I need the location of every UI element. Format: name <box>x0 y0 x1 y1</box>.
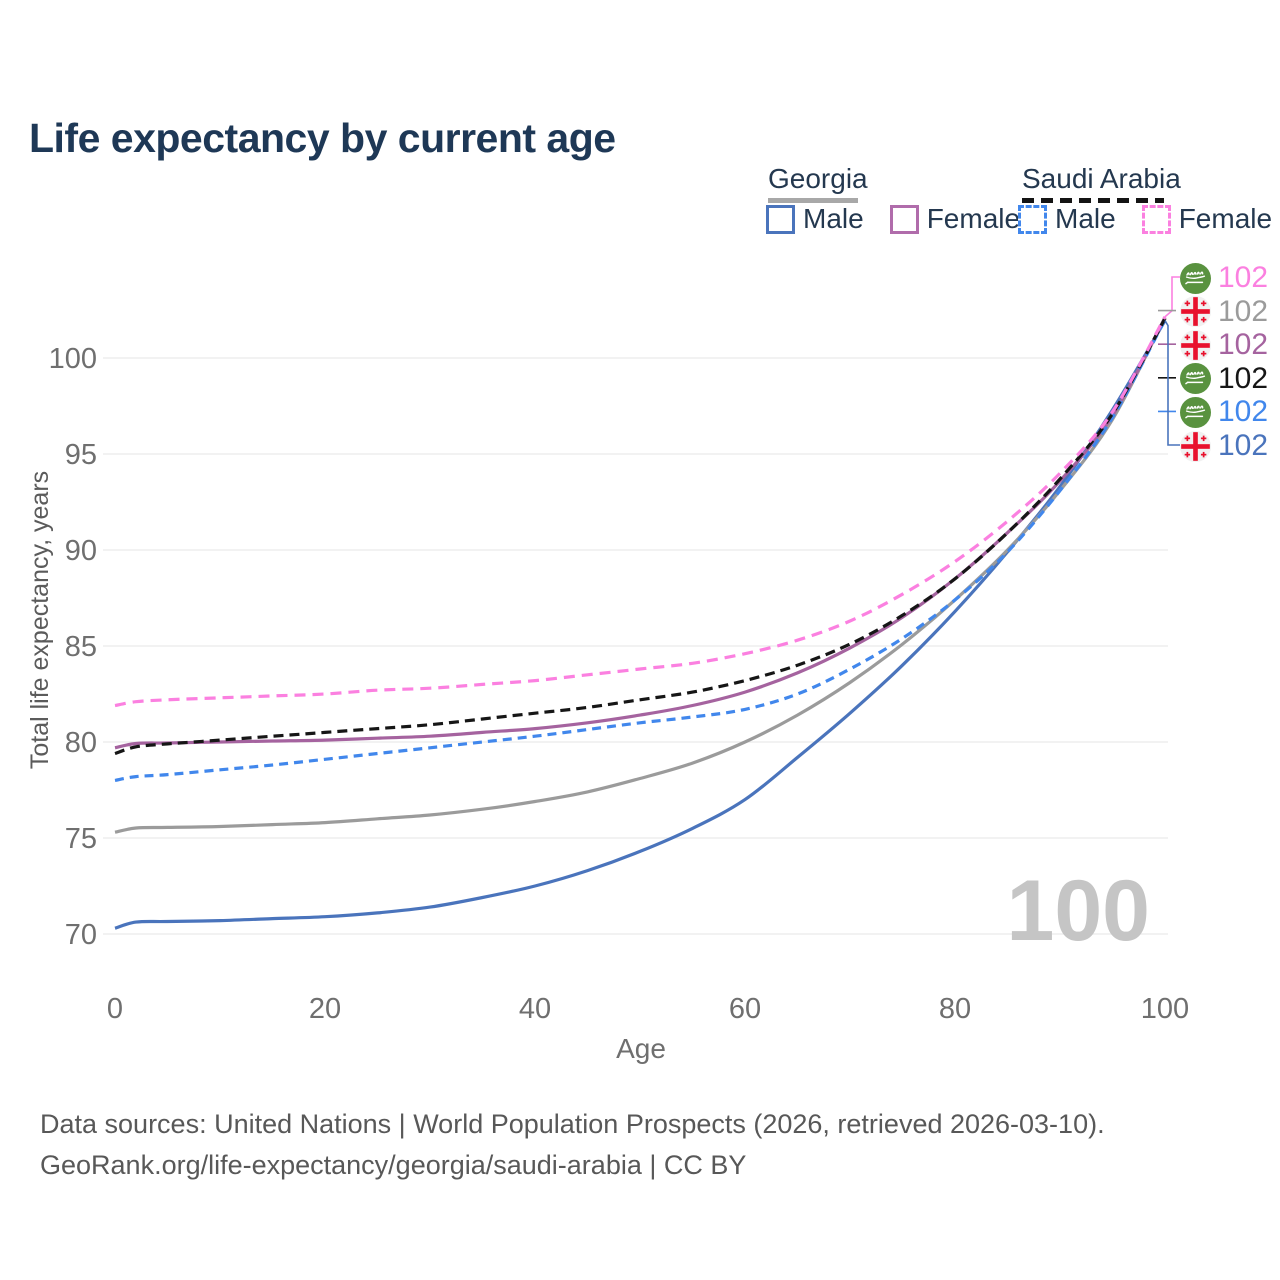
georgia-female-swatch-icon <box>889 204 919 234</box>
end-label-leader-georgia-male <box>1164 320 1180 446</box>
y-tick-label-90: 90 <box>65 535 97 567</box>
source-url-text: GeoRank.org/life-expectancy/georgia/saud… <box>40 1150 747 1180</box>
x-tick-label-80: 80 <box>939 993 971 1025</box>
legend-saudi-linestyle-dashed <box>1022 198 1164 203</box>
x-tick-label-20: 20 <box>309 993 341 1025</box>
series-line-saudi-arabia-female[interactable] <box>114 315 1167 708</box>
x-tick-label-100: 100 <box>1141 993 1189 1025</box>
saudi-female-swatch-icon <box>1141 204 1171 234</box>
y-tick-label-85: 85 <box>65 631 97 663</box>
legend-item-georgia-male[interactable]: Male <box>766 203 864 235</box>
series-line-saudi-arabia-total[interactable] <box>114 317 1167 756</box>
legend-item-georgia-female[interactable]: Female <box>889 203 1021 235</box>
legend-group-saudi-arabia: Saudi Arabia <box>1022 163 1181 203</box>
legend-group-georgia: Georgia <box>768 163 868 203</box>
age-counter-watermark: 100 <box>1006 863 1151 959</box>
legend-label: Male <box>1055 203 1116 234</box>
legend-item-saudi-female[interactable]: Female <box>1141 203 1273 235</box>
data-sources-text: Data sources: United Nations | World Pop… <box>40 1109 1105 1139</box>
legend-label: Female <box>926 203 1021 234</box>
y-tick-label-100: 100 <box>49 343 97 375</box>
x-axis-title: Age <box>616 1033 666 1064</box>
footer: Data sources: United Nations | World Pop… <box>40 1104 1105 1186</box>
series-line-georgia-female[interactable] <box>114 317 1167 750</box>
y-tick-label-70: 70 <box>65 919 97 951</box>
georgia-male-swatch-icon <box>766 204 795 234</box>
legend-label: Male <box>803 203 864 234</box>
saudi-male-swatch-icon <box>1018 204 1047 234</box>
x-tick-label-60: 60 <box>729 993 761 1025</box>
y-tick-label-80: 80 <box>65 727 97 759</box>
page-title: Life expectancy by current age <box>29 115 616 162</box>
x-tick-label-0: 0 <box>107 993 123 1025</box>
end-label-leader-saudi-arabia-female <box>1164 276 1180 318</box>
series-line-georgia-total[interactable] <box>114 316 1167 834</box>
legend-label: Female <box>1178 203 1273 234</box>
series-line-georgia-male[interactable] <box>114 319 1167 930</box>
y-tick-label-95: 95 <box>65 439 97 471</box>
y-axis-title: Total life expectancy, years <box>26 471 54 769</box>
legend-country-saudi-arabia: Saudi Arabia <box>1022 163 1181 194</box>
y-tick-label-75: 75 <box>65 823 97 855</box>
legend-country-georgia: Georgia <box>768 163 868 194</box>
x-tick-label-40: 40 <box>519 993 551 1025</box>
legend-item-saudi-male[interactable]: Male <box>1018 203 1116 235</box>
legend-row-georgia: Male Female <box>766 203 1020 235</box>
legend-row-saudi-arabia: Male Female <box>1018 203 1272 235</box>
legend-georgia-linestyle-solid <box>768 198 858 203</box>
series-line-saudi-arabia-male[interactable] <box>114 318 1167 782</box>
